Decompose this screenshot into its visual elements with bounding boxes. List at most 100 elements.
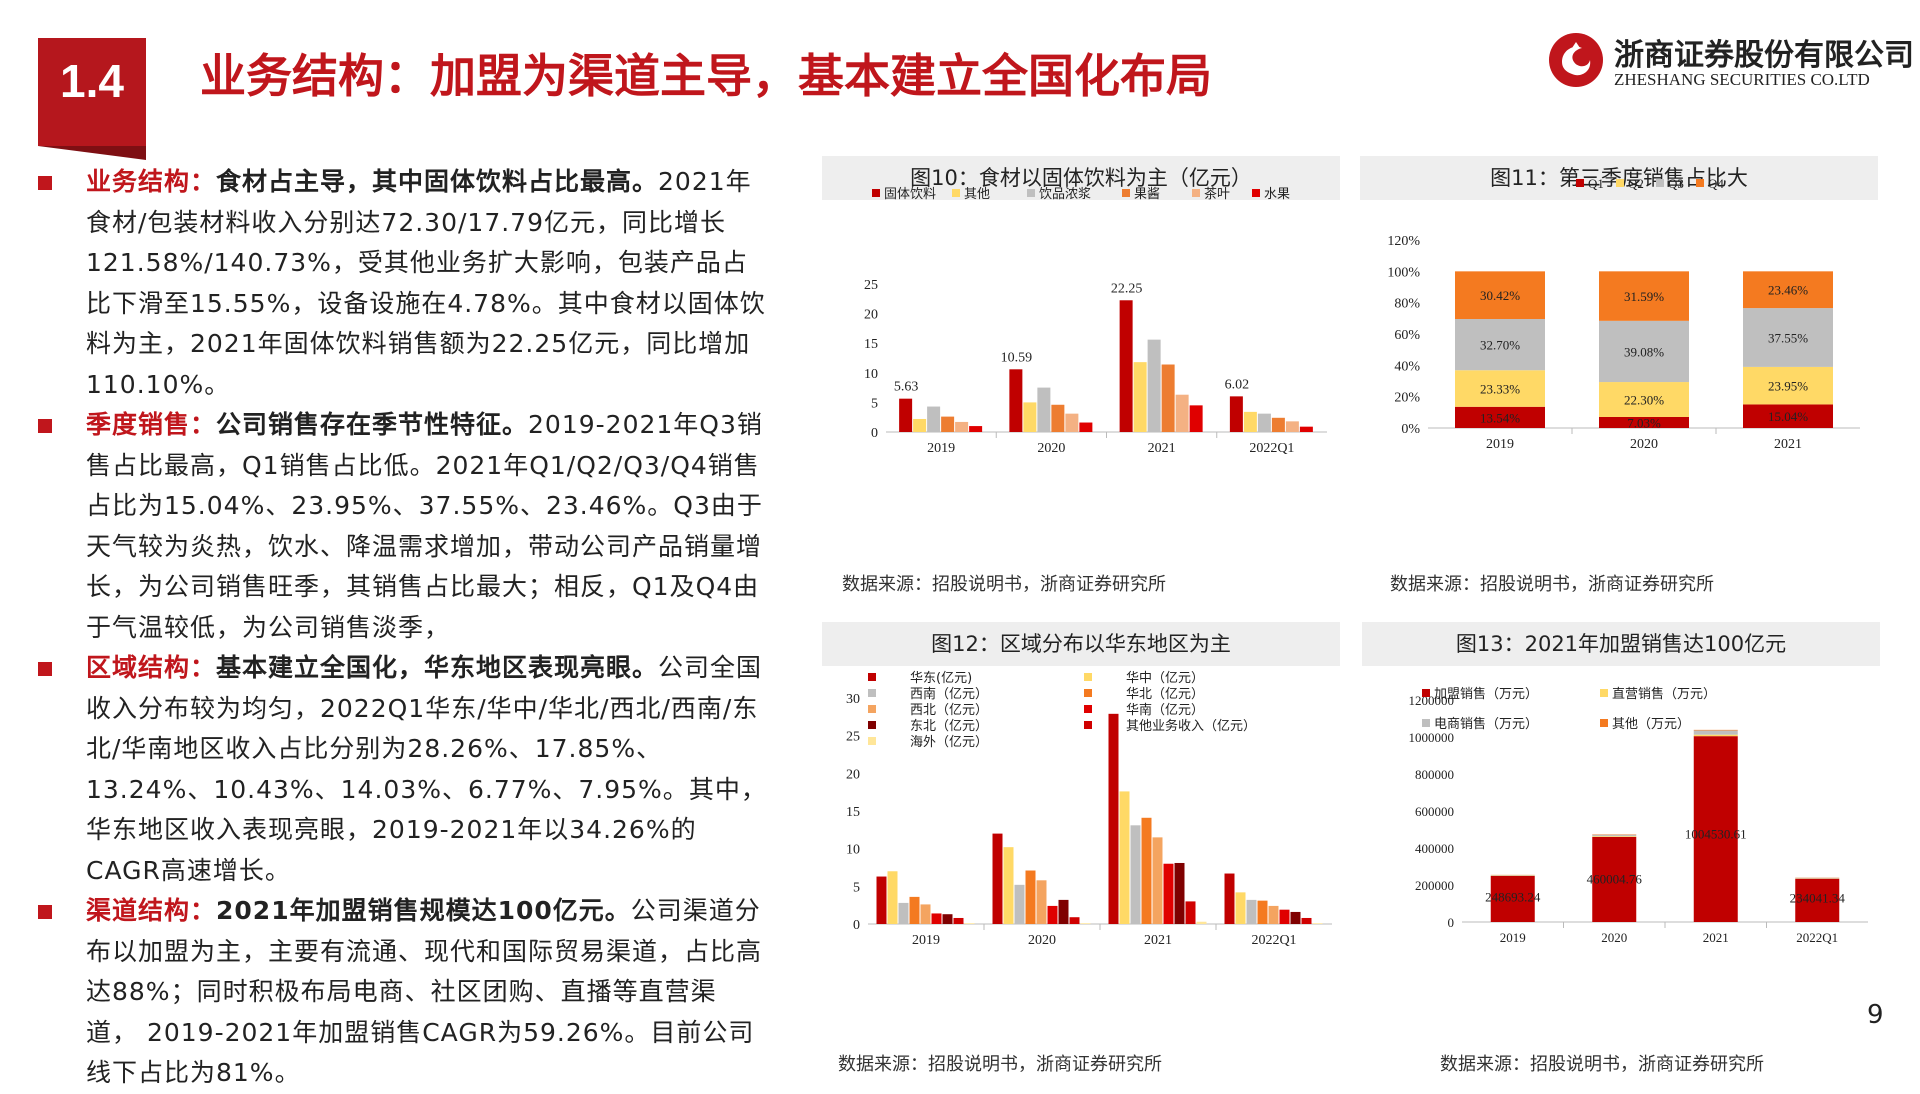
chart-panel-fig11: 图11：第三季度销售占比大 0%20%40%60%80%100%120%2019… <box>1360 156 1878 586</box>
bar <box>921 904 931 924</box>
legend-swatch <box>1084 721 1092 729</box>
bar <box>1258 901 1268 924</box>
data-label: 37.55% <box>1768 331 1808 346</box>
bar <box>1269 906 1279 924</box>
chart-fig13: 0200000400000600000800000100000012000002… <box>1362 622 1880 1052</box>
x-tick-label: 2022Q1 <box>1796 930 1838 945</box>
legend-label: 水果 <box>1264 187 1290 202</box>
y-tick-label: 0 <box>871 426 878 441</box>
page-title: 业务结构：加盟为渠道主导，基本建立全国化布局 <box>200 40 1212 106</box>
bar <box>1197 922 1207 924</box>
bar <box>1244 412 1257 432</box>
bullet-body: 公司全国收入分布较为均匀，2022Q1华东/华中/华北/西北/西南/东北/华南地… <box>86 653 767 885</box>
bar <box>1070 917 1080 924</box>
legend-swatch <box>1696 179 1704 187</box>
data-label: 15.04% <box>1768 409 1808 424</box>
data-label: 234041.34 <box>1790 891 1846 906</box>
bullet-list: 业务结构：食材占主导，其中固体饮料占比最高。2021年食材/包装材料收入分别达7… <box>38 162 768 1094</box>
y-tick-label: 5 <box>871 396 878 411</box>
legend-label: 其他（万元） <box>1612 717 1690 732</box>
legend-swatch <box>868 737 876 745</box>
bar <box>1148 340 1161 432</box>
bar-segment <box>1694 730 1738 731</box>
bullet-highlight: 食材占主导，其中固体饮料占比最高。 <box>216 167 658 196</box>
x-tick-label: 2022Q1 <box>1249 441 1294 456</box>
bar-segment <box>1592 835 1636 836</box>
bar <box>888 871 898 924</box>
legend-swatch <box>1122 189 1130 197</box>
legend-swatch <box>872 189 880 197</box>
bar <box>1081 923 1091 924</box>
y-tick-label: 200000 <box>1415 878 1454 893</box>
data-label: 13.54% <box>1480 410 1520 425</box>
legend-label: 华南（亿元） <box>1126 702 1204 718</box>
y-tick-label: 5 <box>853 880 860 895</box>
y-tick-label: 10 <box>846 843 860 858</box>
bar <box>1291 912 1301 924</box>
y-tick-label: 10 <box>864 367 878 382</box>
x-tick-label: 2021 <box>1774 437 1802 452</box>
bar <box>877 877 887 924</box>
legend-swatch <box>1576 179 1584 187</box>
bar <box>1300 427 1313 432</box>
legend-label: 西南（亿元） <box>910 686 988 702</box>
bar <box>927 407 940 432</box>
bar <box>910 897 920 924</box>
page-number: 9 <box>1867 1000 1884 1030</box>
data-label: 22.30% <box>1624 393 1664 408</box>
bar <box>1162 365 1175 432</box>
legend-swatch <box>868 673 876 681</box>
bullet-body: 2021年食材/包装材料收入分别达72.30/17.79亿元，同比增长121.5… <box>86 167 766 399</box>
company-logo: 浙商证券股份有限公司 ZHESHANG SECURITIES CO.LTD <box>1548 30 1888 100</box>
logo-chinese-name: 浙商证券股份有限公司 <box>1614 30 1914 74</box>
data-label: 23.95% <box>1768 379 1808 394</box>
x-tick-label: 2020 <box>1630 437 1658 452</box>
bar <box>1015 885 1025 924</box>
legend-label: 加盟销售（万元） <box>1434 686 1538 702</box>
data-label: 1004530.61 <box>1685 826 1747 841</box>
bar <box>955 422 968 432</box>
legend-swatch <box>1252 189 1260 197</box>
legend-label: 电商销售（万元） <box>1434 716 1538 732</box>
legend-label: 西北（亿元） <box>910 703 988 718</box>
bar <box>1120 300 1133 432</box>
bar <box>1153 837 1163 924</box>
y-tick-label: 120% <box>1387 234 1420 249</box>
legend-swatch <box>1656 179 1664 187</box>
bullet-channel-structure: 渠道结构：2021年加盟销售规模达100亿元。公司渠道分布以加盟为主，主要有流通… <box>38 891 768 1094</box>
bar <box>965 923 975 924</box>
data-label: 23.46% <box>1768 283 1808 298</box>
bar <box>1176 395 1189 432</box>
bar <box>941 417 954 432</box>
bullet-keyword: 渠道结构： <box>86 896 216 925</box>
bar <box>1302 918 1312 924</box>
bar <box>1230 396 1243 432</box>
x-tick-label: 2021 <box>1703 930 1729 945</box>
bullet-highlight: 公司销售存在季节性特征。 <box>216 410 528 439</box>
bar <box>1065 414 1078 432</box>
x-tick-label: 2020 <box>1601 930 1627 945</box>
bullet-square-icon <box>38 419 52 433</box>
bar <box>932 913 942 924</box>
bar <box>1247 900 1257 924</box>
bar <box>1190 405 1203 432</box>
y-tick-label: 1000000 <box>1409 730 1455 745</box>
legend-label: 其他业务收入（亿元） <box>1126 718 1256 734</box>
y-tick-label: 40% <box>1394 359 1420 374</box>
legend-label: 茶叶 <box>1204 186 1230 202</box>
chart-fig10: 051015202520195.63202010.59202122.252022… <box>822 156 1340 566</box>
bar <box>1134 362 1147 432</box>
y-tick-label: 20% <box>1394 391 1420 406</box>
bar <box>1004 847 1014 924</box>
legend-swatch <box>1422 689 1430 697</box>
bullet-square-icon <box>38 176 52 190</box>
legend-swatch <box>868 705 876 713</box>
y-tick-label: 25 <box>846 730 860 745</box>
x-tick-label: 2020 <box>1037 441 1065 456</box>
bar <box>1286 421 1299 432</box>
legend-swatch <box>868 721 876 729</box>
y-tick-label: 15 <box>846 805 860 820</box>
bar <box>1059 900 1069 924</box>
data-label: 23.33% <box>1480 382 1520 397</box>
